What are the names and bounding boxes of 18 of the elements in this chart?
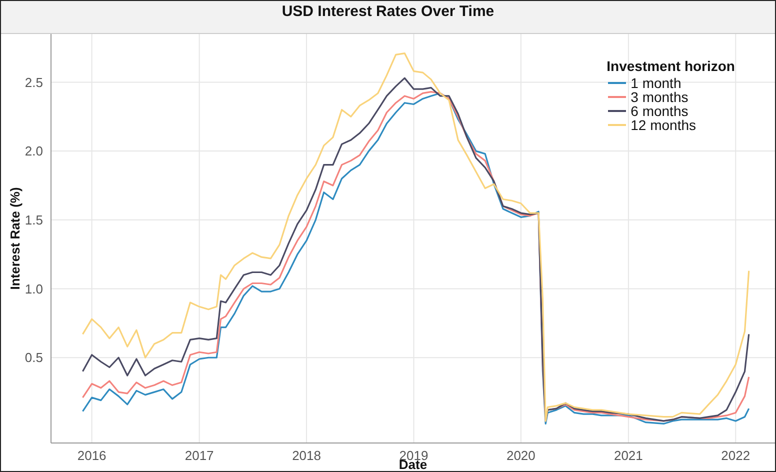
legend-label: 3 months bbox=[630, 89, 688, 105]
legend-label: 6 months bbox=[630, 103, 688, 119]
x-tick-label: 2018 bbox=[292, 448, 321, 464]
x-tick-label: 2022 bbox=[721, 448, 750, 464]
y-tick-label: 2.0 bbox=[24, 144, 43, 159]
x-tick-label: 2021 bbox=[614, 448, 643, 464]
y-tick-label: 0.5 bbox=[24, 350, 43, 366]
y-tick-label: 2.5 bbox=[24, 74, 43, 90]
legend-label: 12 months bbox=[630, 117, 696, 133]
legend-title: Investment horizon bbox=[606, 58, 735, 74]
chart-title: USD Interest Rates Over Time bbox=[1, 1, 775, 34]
legend-label: 1 month bbox=[630, 75, 682, 91]
y-axis-title: Interest Rate (%) bbox=[8, 187, 23, 290]
x-tick-label: 2017 bbox=[184, 448, 214, 464]
y-tick-label: 1.0 bbox=[24, 281, 43, 296]
x-tick-label: 2016 bbox=[77, 448, 106, 464]
x-tick-label: 2020 bbox=[506, 448, 536, 464]
y-tick-label: 1.5 bbox=[24, 212, 43, 228]
